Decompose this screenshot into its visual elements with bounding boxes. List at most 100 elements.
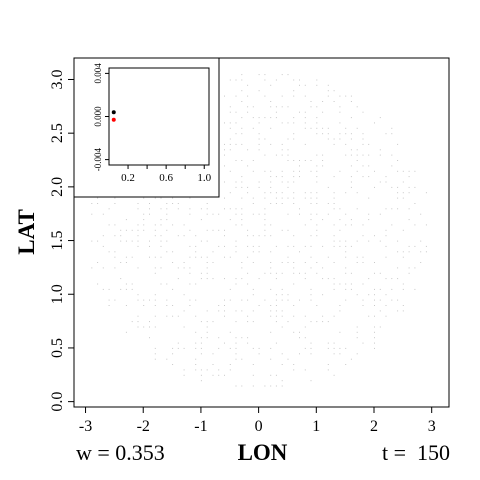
scatter-point	[339, 170, 341, 172]
scatter-point	[224, 256, 225, 258]
scatter-point	[327, 95, 329, 97]
scatter-point	[241, 160, 243, 161]
scatter-point	[229, 288, 231, 290]
scatter-point	[275, 203, 277, 204]
scatter-point	[345, 288, 347, 290]
scatter-point	[275, 197, 277, 199]
scatter-point	[264, 154, 266, 156]
scatter-point	[391, 208, 393, 210]
scatter-point	[374, 305, 375, 306]
scatter-point	[258, 305, 260, 306]
scatter-point	[322, 101, 324, 102]
scatter-point	[247, 84, 249, 86]
inset-axes: 0.2 0.6 1.0 -0.004 0.000 0.004	[93, 63, 212, 184]
scatter-point	[333, 203, 335, 204]
scatter-point	[281, 299, 283, 301]
scatter-point	[241, 127, 243, 129]
scatter-point	[275, 278, 277, 280]
scatter-point	[345, 272, 347, 274]
scatter-point	[345, 133, 347, 135]
scatter-point	[154, 358, 156, 360]
scatter-point	[397, 186, 399, 188]
scatter-point	[270, 127, 272, 129]
scatter-point	[316, 176, 318, 178]
scatter-point	[264, 213, 266, 215]
inset-x-tick-label: 0.2	[121, 172, 135, 184]
scatter-point	[339, 208, 341, 210]
scatter-point	[270, 310, 272, 312]
scatter-point	[327, 347, 329, 349]
scatter-point	[425, 251, 427, 253]
scatter-point	[310, 160, 312, 161]
scatter-point	[339, 111, 341, 113]
scatter-point	[379, 310, 381, 312]
scatter-point	[350, 224, 352, 226]
scatter-point	[206, 229, 208, 231]
y-tick: 2.5	[49, 123, 74, 143]
scatter-point	[275, 245, 277, 247]
scatter-point	[154, 353, 156, 355]
scatter-point	[270, 305, 272, 306]
scatter-point	[247, 315, 249, 317]
scatter-point	[293, 192, 295, 194]
scatter-point	[385, 133, 387, 135]
y-tick: 2.0	[49, 177, 74, 197]
scatter-point	[287, 160, 289, 161]
scatter-point	[91, 213, 93, 215]
scatter-point	[172, 315, 174, 317]
scatter-point	[252, 374, 254, 376]
scatter-point	[264, 95, 266, 97]
scatter-point	[356, 154, 358, 156]
scatter-point	[252, 160, 254, 161]
scatter-point	[229, 208, 231, 210]
scatter-point	[241, 385, 243, 387]
scatter-point	[322, 133, 324, 135]
scatter-point	[270, 358, 272, 360]
scatter-point	[368, 165, 370, 167]
scatter-point	[241, 337, 243, 339]
y-tick-label: 2.0	[49, 177, 66, 197]
scatter-point	[275, 321, 277, 323]
scatter-point	[356, 192, 358, 194]
inset-point	[111, 110, 116, 115]
scatter-point	[362, 305, 364, 306]
scatter-point	[385, 294, 387, 296]
scatter-point	[229, 127, 231, 129]
scatter-point	[160, 256, 162, 258]
y-axis-label: LAT	[14, 209, 39, 255]
scatter-point	[287, 106, 289, 108]
scatter-point	[408, 219, 410, 221]
scatter-point	[287, 74, 289, 76]
scatter-point	[310, 213, 312, 215]
scatter-point	[299, 176, 300, 178]
scatter-point	[120, 235, 122, 237]
scatter-point	[293, 197, 295, 199]
scatter-point	[368, 197, 370, 199]
scatter-point	[385, 229, 387, 231]
scatter-point	[258, 213, 260, 215]
scatter-point	[322, 160, 324, 161]
scatter-point	[397, 240, 399, 242]
scatter-point	[408, 267, 410, 269]
scatter-point	[408, 192, 410, 194]
scatter-point	[166, 299, 168, 301]
scatter-point	[172, 364, 174, 365]
scatter-point	[299, 170, 300, 172]
scatter-point	[316, 122, 318, 124]
scatter-point	[374, 315, 375, 317]
scatter-point	[195, 245, 197, 247]
scatter-point	[149, 326, 150, 328]
scatter-point	[270, 84, 272, 86]
scatter-point	[154, 347, 156, 349]
scatter-point	[252, 294, 254, 296]
scatter-point	[212, 213, 214, 215]
scatter-point	[345, 154, 347, 156]
scatter-point	[345, 224, 347, 226]
scatter-point	[247, 337, 249, 339]
scatter-point	[154, 267, 156, 269]
scatter-point	[166, 240, 168, 242]
scatter-point	[247, 299, 249, 301]
scatter-point	[149, 240, 150, 242]
y-tick-label: 3.0	[49, 69, 66, 89]
scatter-point	[322, 154, 324, 156]
